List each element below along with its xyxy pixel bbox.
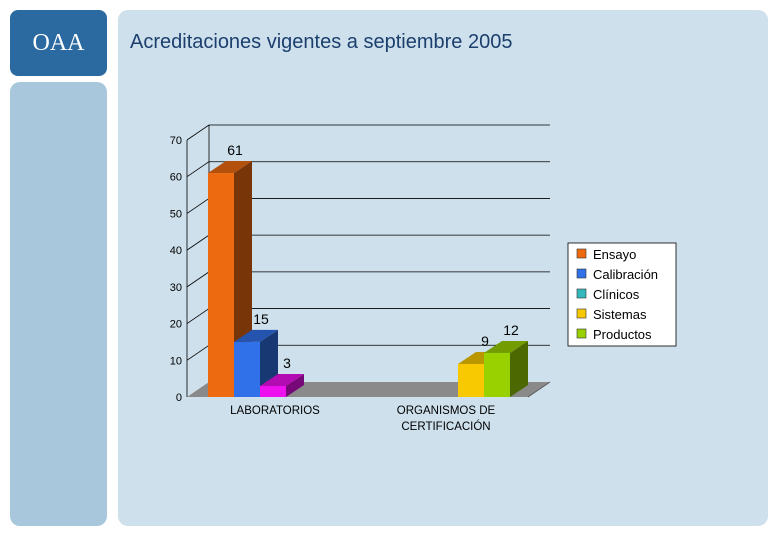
legend-swatch bbox=[576, 248, 587, 259]
floor-edge bbox=[527, 381, 551, 398]
y-tick-label: 20 bbox=[170, 319, 182, 331]
gridline-side bbox=[186, 271, 210, 288]
data-label: 3 bbox=[283, 355, 291, 371]
data-label: 9 bbox=[481, 333, 489, 349]
y-tick-label: 50 bbox=[170, 208, 182, 220]
legend-swatch bbox=[576, 288, 587, 299]
x-tick-label: CERTIFICACIÓN bbox=[401, 420, 490, 433]
data-label: 15 bbox=[253, 311, 269, 327]
bar bbox=[208, 173, 234, 397]
legend-label: Clínicos bbox=[593, 287, 640, 302]
data-label: 61 bbox=[227, 142, 243, 158]
bar-top bbox=[234, 329, 278, 342]
x-tick-label: ORGANISMOS DE bbox=[397, 405, 496, 417]
side-panel bbox=[10, 82, 107, 526]
bar-top bbox=[260, 373, 304, 386]
legend-label: Productos bbox=[593, 327, 652, 342]
data-label: 12 bbox=[503, 322, 519, 338]
gridline-side bbox=[186, 344, 210, 361]
legend-swatch bbox=[576, 268, 587, 279]
gridline-side bbox=[186, 124, 210, 141]
logo-box: OAA bbox=[10, 10, 107, 76]
y-tick-label: 60 bbox=[170, 172, 182, 184]
bar bbox=[484, 352, 510, 397]
gridline-side bbox=[186, 234, 210, 251]
legend-label: Sistemas bbox=[593, 307, 647, 322]
y-tick-label: 0 bbox=[176, 392, 182, 404]
legend-swatch bbox=[576, 308, 587, 319]
gridline-side bbox=[186, 161, 210, 178]
y-tick-label: 30 bbox=[170, 282, 182, 294]
bar bbox=[234, 341, 260, 397]
bar-side bbox=[286, 373, 304, 397]
x-tick-label: LABORATORIOS bbox=[230, 405, 320, 417]
gridline-side bbox=[186, 308, 210, 324]
bar-top bbox=[208, 161, 252, 174]
legend-label: Calibración bbox=[593, 267, 658, 282]
legend-label: Ensayo bbox=[593, 247, 636, 262]
legend-swatch bbox=[576, 328, 587, 339]
logo-text: OAA bbox=[32, 30, 85, 56]
bar bbox=[260, 385, 286, 397]
bar-top bbox=[484, 340, 528, 353]
bar bbox=[458, 363, 484, 397]
bar-side bbox=[510, 340, 528, 397]
page-title: Acreditaciones vigentes a septiembre 200… bbox=[130, 31, 513, 53]
gridline-side bbox=[186, 198, 210, 214]
y-tick-label: 70 bbox=[170, 135, 182, 147]
y-tick-label: 10 bbox=[170, 355, 182, 367]
y-tick-label: 40 bbox=[170, 245, 182, 257]
